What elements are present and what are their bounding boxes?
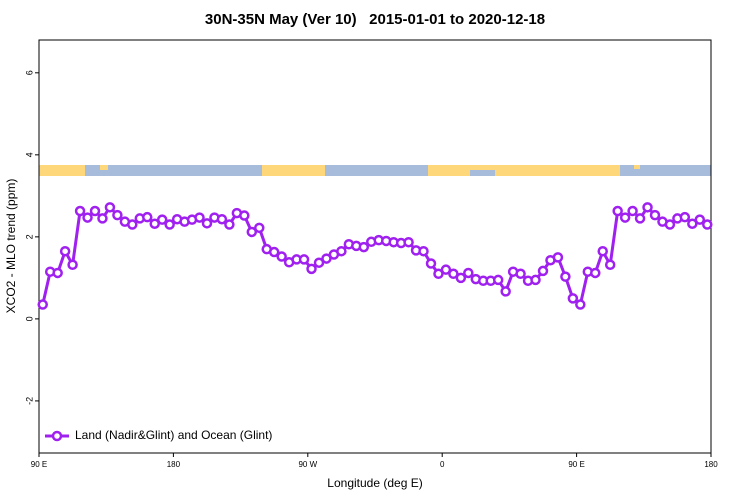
point xyxy=(321,253,332,264)
point xyxy=(694,214,706,225)
point xyxy=(67,259,78,271)
point xyxy=(425,258,437,269)
point xyxy=(149,218,160,229)
point xyxy=(440,264,452,275)
point xyxy=(560,271,571,282)
x-tick-label: 0 xyxy=(440,460,445,469)
point xyxy=(59,245,71,257)
point xyxy=(590,267,601,279)
point xyxy=(313,257,325,268)
point xyxy=(276,251,287,262)
point xyxy=(216,213,228,225)
point xyxy=(679,211,691,223)
point xyxy=(604,259,616,271)
x-tick-label: 180 xyxy=(167,460,181,469)
point xyxy=(687,218,698,229)
point xyxy=(664,219,676,230)
y-tick-label: 6 xyxy=(24,70,34,75)
point xyxy=(575,299,586,310)
chart-title: 30N-35N May (Ver 10) 2015-01-01 to 2020-… xyxy=(205,11,545,28)
point xyxy=(649,209,661,221)
point xyxy=(164,219,175,230)
land-band xyxy=(262,165,325,176)
point xyxy=(336,245,347,257)
plot-frame xyxy=(38,39,712,454)
point xyxy=(104,202,116,213)
y-tick-label: 2 xyxy=(24,234,34,239)
point xyxy=(515,268,526,280)
point xyxy=(455,272,467,284)
point xyxy=(433,268,444,280)
point xyxy=(74,205,86,217)
point xyxy=(418,245,429,257)
point xyxy=(239,210,250,221)
point xyxy=(500,286,511,297)
point xyxy=(298,254,310,265)
point xyxy=(52,267,63,279)
point xyxy=(306,263,317,275)
land-band xyxy=(634,165,640,169)
x-tick-label: 90 W xyxy=(298,460,317,469)
point xyxy=(82,212,93,223)
land-ocean-band xyxy=(39,165,711,176)
ocean-band xyxy=(39,165,711,176)
y-tick-label: -2 xyxy=(24,397,34,405)
legend-label: Land (Nadir&Glint) and Ocean (Glint) xyxy=(75,428,272,442)
point xyxy=(492,274,504,286)
land-band xyxy=(470,165,495,170)
y-axis-label: XCO2 - MLO trend (ppm) xyxy=(4,179,18,314)
y-tick-label: 0 xyxy=(24,316,34,321)
point xyxy=(142,211,153,223)
point xyxy=(612,205,623,217)
x-tick-label: 90 E xyxy=(568,460,584,469)
point xyxy=(358,241,370,253)
point xyxy=(37,299,48,310)
x-tick-label: 90 E xyxy=(31,460,47,469)
point xyxy=(246,226,258,238)
land-band xyxy=(428,165,470,176)
point xyxy=(619,212,631,223)
point xyxy=(552,252,564,263)
point xyxy=(201,218,213,229)
point xyxy=(642,202,653,213)
point xyxy=(634,213,646,224)
point xyxy=(194,212,205,223)
point xyxy=(627,205,638,217)
point xyxy=(89,205,101,217)
y-tick-label: 4 xyxy=(24,152,34,157)
point xyxy=(537,265,549,277)
point xyxy=(567,293,579,304)
point xyxy=(463,267,474,279)
point xyxy=(112,209,123,221)
land-band xyxy=(495,165,620,176)
point xyxy=(597,245,608,257)
point xyxy=(97,213,108,224)
point xyxy=(530,274,541,286)
point xyxy=(702,219,713,230)
point xyxy=(224,219,235,230)
legend-marker xyxy=(51,430,63,442)
x-tick-label: 180 xyxy=(704,460,718,469)
land-band xyxy=(39,165,85,176)
land-band xyxy=(100,165,108,170)
point xyxy=(268,246,280,258)
point xyxy=(127,219,138,230)
point xyxy=(403,236,414,248)
point xyxy=(448,268,459,280)
point xyxy=(156,214,168,225)
point xyxy=(254,222,265,234)
x-axis-label: Longitude (deg E) xyxy=(327,476,422,490)
